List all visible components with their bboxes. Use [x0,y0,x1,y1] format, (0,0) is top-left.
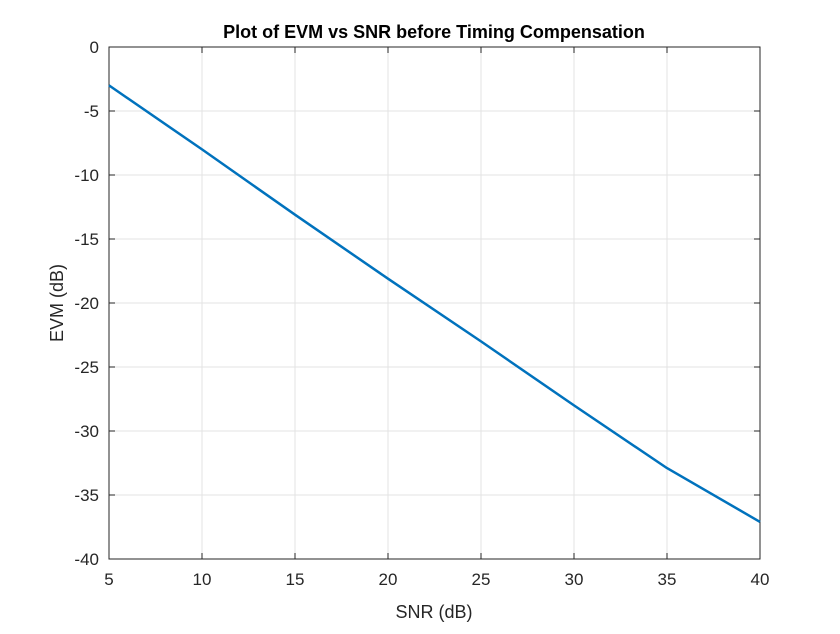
grid-lines [109,47,760,559]
series-layer [109,85,760,522]
x-tick-label: 15 [286,570,305,589]
y-tick-label: -5 [84,102,99,121]
x-tick-label: 10 [193,570,212,589]
x-tick-label: 25 [472,570,491,589]
y-tick-label: -10 [74,166,99,185]
y-axis-label: EVM (dB) [47,264,67,342]
y-tick-label: -35 [74,486,99,505]
y-tick-label: -15 [74,230,99,249]
y-tick-label: 0 [90,38,99,57]
axis-ticks: 5 10 15 20 25 30 35 40 0 -5 -10 -15 -20 -25 -30 -35 -40 [74,38,769,589]
x-tick-label: 30 [565,570,584,589]
y-tick-label: -30 [74,422,99,441]
x-tick-label: 20 [379,570,398,589]
x-tick-label: 35 [658,570,677,589]
y-tick-label: -25 [74,358,99,377]
series-line-1 [109,85,760,522]
y-tick-label: -40 [74,550,99,569]
x-axis-label: SNR (dB) [395,602,472,622]
y-tick-label: -20 [74,294,99,313]
chart-title: Plot of EVM vs SNR before Timing Compens… [223,22,645,42]
x-tick-label: 5 [104,570,113,589]
x-tick-label: 40 [751,570,770,589]
